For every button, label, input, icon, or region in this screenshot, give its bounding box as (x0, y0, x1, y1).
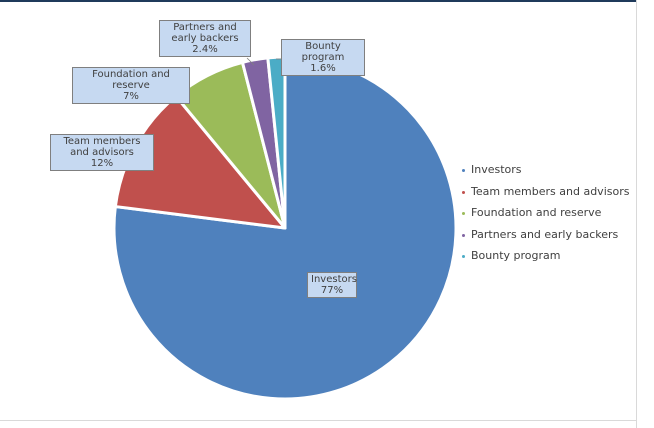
legend-item-investors: Investors (462, 163, 629, 185)
data-label-bounty-program: Bounty program 1.6% (281, 39, 365, 76)
legend-bullet-icon (462, 233, 465, 237)
legend-label-bounty-program: Bounty program (471, 249, 561, 262)
legend-item-partners-and-early-backers: Partners and early backers (462, 228, 629, 250)
data-label-team-members-and-advisors: Team members and advisors 12% (50, 134, 154, 171)
legend-label-partners-and-early-backers: Partners and early backers (471, 227, 619, 241)
leader-line-partners-and-early-backers (246, 57, 255, 66)
frame-edge-bottom (0, 420, 636, 421)
data-label-investors-name: Investors (311, 274, 357, 285)
data-label-partners-and-early-backers-value: 2.4% (192, 44, 218, 55)
frame-edge-right (636, 0, 637, 428)
data-label-foundation-and-reserve-name: Foundation and reserve (92, 69, 170, 91)
legend-label-foundation-and-reserve: Foundation and reserve (471, 206, 602, 219)
top-divider (0, 0, 636, 2)
data-label-foundation-and-reserve-value: 7% (123, 91, 139, 102)
data-label-investors: Investors 77% (307, 272, 357, 298)
legend-bullet-icon (462, 212, 465, 215)
legend-label-investors: Investors (471, 163, 522, 176)
legend-item-team-members-and-advisors: Team members and advisors (462, 185, 629, 207)
data-label-foundation-and-reserve: Foundation and reserve 7% (72, 67, 190, 104)
legend-bullet-icon (462, 190, 465, 194)
data-label-team-members-and-advisors-value: 12% (90, 158, 114, 169)
data-label-bounty-program-value: 1.6% (310, 63, 336, 74)
pie-slice-investors (112, 55, 458, 401)
chart-legend: Investors Team members and advisors Foun… (462, 163, 629, 271)
data-label-partners-and-early-backers: Partners and early backers 2.4% (159, 20, 251, 57)
legend-bullet-icon (462, 255, 465, 258)
data-label-bounty-program-name: Bounty program (301, 41, 345, 63)
data-label-partners-and-early-backers-name: Partners and early backers (171, 22, 239, 44)
legend-item-foundation-and-reserve: Foundation and reserve (462, 206, 629, 228)
data-label-investors-value: 77% (320, 285, 344, 296)
legend-item-bounty-program: Bounty program (462, 249, 629, 271)
data-label-team-members-and-advisors-name: Team members and advisors (63, 136, 141, 158)
legend-label-team-members-and-advisors: Team members and advisors (471, 184, 630, 198)
legend-bullet-icon (462, 169, 465, 172)
